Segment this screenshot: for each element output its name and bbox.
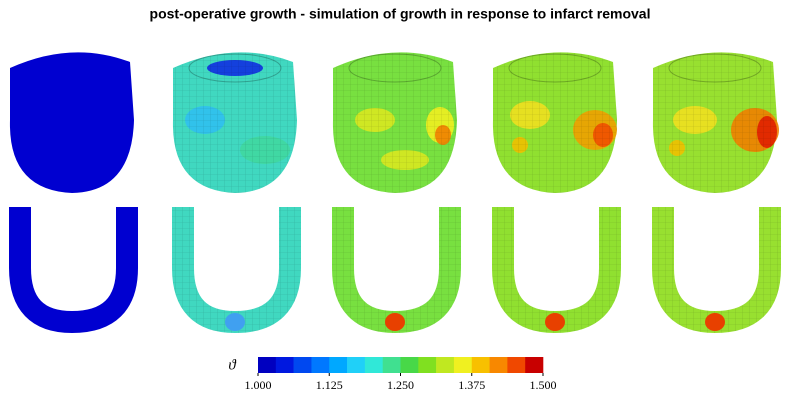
heart-panels bbox=[9, 52, 781, 334]
colorbar-tick-label: 1.375 bbox=[458, 378, 485, 392]
colorbar-segment bbox=[275, 357, 294, 373]
heart-mesh bbox=[492, 52, 617, 193]
colorbar: ϑ 1.000 1.125 1.250 1.375 1.500 bbox=[228, 357, 557, 392]
colorbar-label: ϑ bbox=[228, 357, 237, 373]
section-mesh bbox=[332, 207, 461, 334]
colorbar-tick-label: 1.125 bbox=[316, 378, 343, 392]
colorbar-segment bbox=[400, 357, 419, 373]
heart-surface bbox=[9, 52, 134, 193]
colorbar-segment bbox=[436, 357, 455, 373]
section-patch bbox=[545, 313, 565, 331]
colorbar-segment bbox=[258, 357, 277, 373]
colorbar-segment bbox=[471, 357, 490, 373]
section-mesh bbox=[172, 207, 301, 334]
section-patch bbox=[385, 313, 405, 331]
section bbox=[9, 207, 138, 334]
colorbar-segment bbox=[364, 357, 383, 373]
section-patch bbox=[705, 313, 725, 331]
section-mesh bbox=[652, 207, 781, 334]
colorbar-segment bbox=[293, 357, 312, 373]
colorbar-tick-label: 1.250 bbox=[387, 378, 414, 392]
colorbar-tick-label: 1.000 bbox=[245, 378, 272, 392]
colorbar-segment bbox=[453, 357, 473, 373]
heart-mesh bbox=[652, 52, 777, 193]
colorbar-segment bbox=[329, 357, 348, 373]
colorbar-segment bbox=[311, 357, 330, 373]
colorbar-segment bbox=[382, 357, 401, 373]
colorbar-segment bbox=[347, 357, 366, 373]
colorbar-tick-label: 1.500 bbox=[530, 378, 557, 392]
heart-mesh bbox=[332, 52, 457, 193]
colorbar-segment bbox=[507, 357, 526, 373]
colorbar-segment bbox=[418, 357, 437, 373]
section-mesh bbox=[492, 207, 621, 334]
colorbar-segment bbox=[525, 357, 544, 373]
section-patch bbox=[225, 313, 245, 331]
title: post-operative growth - simulation of gr… bbox=[150, 6, 651, 22]
colorbar-segment bbox=[489, 357, 508, 373]
heart-mesh bbox=[172, 52, 297, 193]
